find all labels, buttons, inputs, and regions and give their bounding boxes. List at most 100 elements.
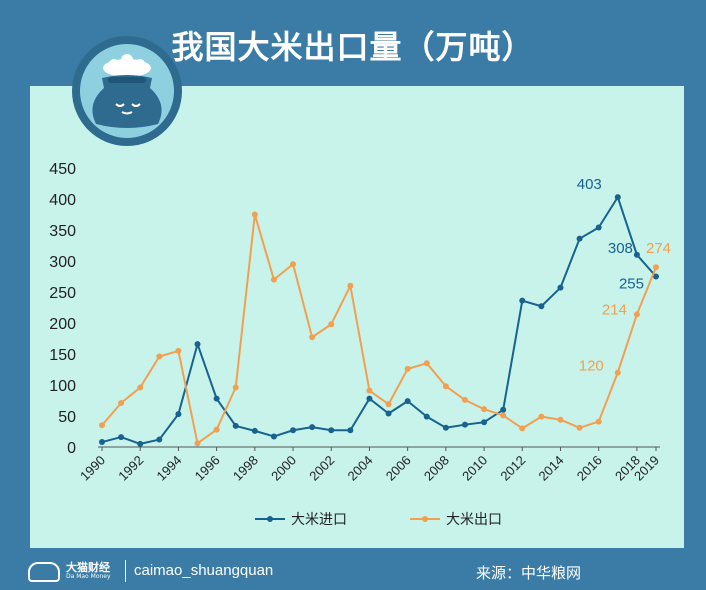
data-label: 308 [608, 240, 633, 257]
data-point-export [442, 383, 449, 390]
data-point-export [194, 440, 201, 447]
y-tick-label: 250 [49, 285, 76, 302]
data-point-import [290, 427, 297, 434]
data-point-import [653, 273, 659, 280]
x-tick-label: 1992 [115, 453, 146, 484]
y-tick-label: 150 [49, 347, 76, 364]
data-point-import [538, 303, 545, 310]
data-point-export [653, 264, 659, 271]
x-tick-label: 1994 [153, 453, 184, 484]
x-tick-label: 1990 [77, 453, 108, 484]
x-tick-label: 2016 [574, 453, 605, 484]
data-point-import [175, 411, 182, 418]
data-point-import [461, 421, 468, 428]
data-point-export [633, 311, 640, 318]
data-point-import [137, 440, 144, 447]
data-point-import [614, 194, 621, 201]
x-tick-label: 1996 [192, 453, 223, 484]
data-point-export [347, 282, 354, 289]
data-point-export [595, 418, 602, 425]
x-tick-label: 2002 [306, 453, 337, 484]
data-point-import [118, 434, 125, 441]
data-point-export [538, 413, 545, 420]
brand-name: 大猫财经 [66, 561, 110, 574]
rice-sack-icon [92, 54, 162, 128]
footer-divider [125, 560, 126, 582]
rice-sack-badge [72, 36, 182, 146]
chart-title: 我国大米出口量（万吨） [171, 28, 535, 66]
data-point-export [99, 422, 105, 429]
data-point-import [328, 427, 335, 434]
data-point-import [633, 251, 640, 258]
social-handle: caimao_shuangquan [134, 562, 274, 579]
data-point-export [290, 261, 297, 268]
data-point-export [251, 211, 258, 218]
legend-label: 大米出口 [446, 512, 502, 528]
data-point-export [500, 412, 507, 419]
data-point-import [442, 424, 449, 431]
x-tick-label: 2004 [345, 453, 376, 484]
data-point-import [423, 413, 430, 420]
legend-marker-import [267, 516, 273, 522]
data-point-export [175, 347, 182, 354]
y-tick-label: 100 [49, 378, 76, 395]
data-point-export [576, 424, 583, 431]
data-point-import [366, 395, 373, 402]
x-tick-label: 2006 [383, 453, 414, 484]
data-point-import [347, 427, 354, 434]
data-point-import [404, 398, 411, 405]
data-point-import [213, 395, 220, 402]
y-tick-label: 0 [67, 440, 76, 457]
y-tick-label: 350 [49, 223, 76, 240]
data-point-export [137, 384, 144, 391]
data-point-import [576, 235, 583, 242]
data-label: 214 [602, 301, 627, 318]
data-point-export [270, 276, 277, 283]
legend-label: 大米进口 [291, 512, 347, 528]
y-tick-label: 50 [58, 409, 76, 426]
data-point-import [270, 433, 277, 440]
x-tick-label: 1998 [230, 453, 261, 484]
data-point-export [519, 425, 526, 432]
data-label: 255 [619, 276, 644, 293]
data-point-import [595, 224, 602, 231]
legend-marker-export [422, 516, 428, 522]
data-point-import [251, 427, 258, 434]
x-tick-label: 2014 [536, 453, 567, 484]
data-point-export [614, 369, 621, 376]
data-point-export [366, 387, 373, 394]
x-tick-label: 2008 [421, 453, 452, 484]
y-tick-label: 400 [49, 192, 76, 209]
data-point-export [385, 401, 392, 408]
series-line-export [101, 213, 657, 445]
data-point-export [118, 399, 125, 406]
footer: 大猫财经 Da Mao Money caimao_shuangquan 来源：中… [0, 556, 706, 590]
x-tick-label: 2000 [268, 453, 299, 484]
data-label: 120 [579, 358, 604, 375]
data-point-import [500, 406, 507, 413]
data-source: 来源：中华粮网 [476, 564, 582, 582]
data-label: 403 [577, 176, 602, 193]
y-tick-label: 300 [49, 254, 76, 271]
data-point-import [156, 436, 163, 443]
data-label: 274 [646, 240, 671, 257]
data-point-export [328, 321, 335, 328]
data-point-export [232, 384, 239, 391]
data-point-export [481, 406, 488, 413]
cat-logo-icon [28, 562, 60, 582]
y-tick-label: 450 [49, 161, 76, 178]
brand-subtitle: Da Mao Money [66, 573, 111, 580]
series-line-import [101, 196, 657, 445]
data-point-import [99, 439, 105, 446]
badge-inner [80, 44, 174, 138]
data-point-import [385, 410, 392, 417]
data-point-import [194, 341, 201, 348]
data-point-export [461, 396, 468, 403]
y-tick-label: 200 [49, 316, 76, 333]
data-point-export [557, 416, 564, 423]
data-point-import [232, 422, 239, 429]
x-tick-label: 2012 [497, 453, 528, 484]
x-tick-label: 2010 [459, 453, 490, 484]
